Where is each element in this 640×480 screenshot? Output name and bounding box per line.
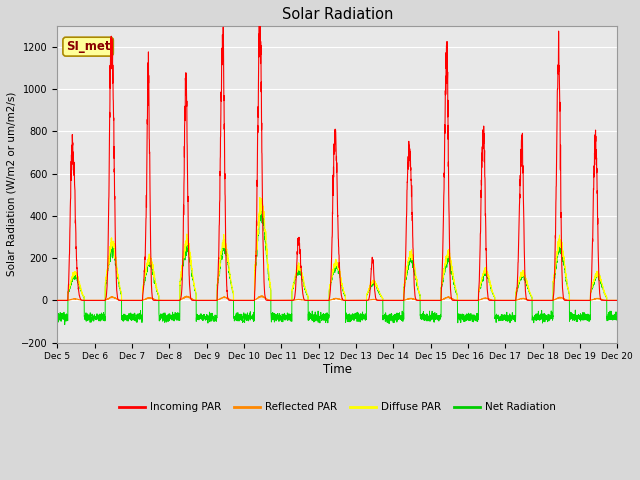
X-axis label: Time: Time [323,363,352,376]
Y-axis label: Solar Radiation (W/m2 or um/m2/s): Solar Radiation (W/m2 or um/m2/s) [7,92,17,276]
Legend: Incoming PAR, Reflected PAR, Diffuse PAR, Net Radiation: Incoming PAR, Reflected PAR, Diffuse PAR… [115,398,560,417]
Text: SI_met: SI_met [66,40,110,53]
Title: Solar Radiation: Solar Radiation [282,7,393,22]
